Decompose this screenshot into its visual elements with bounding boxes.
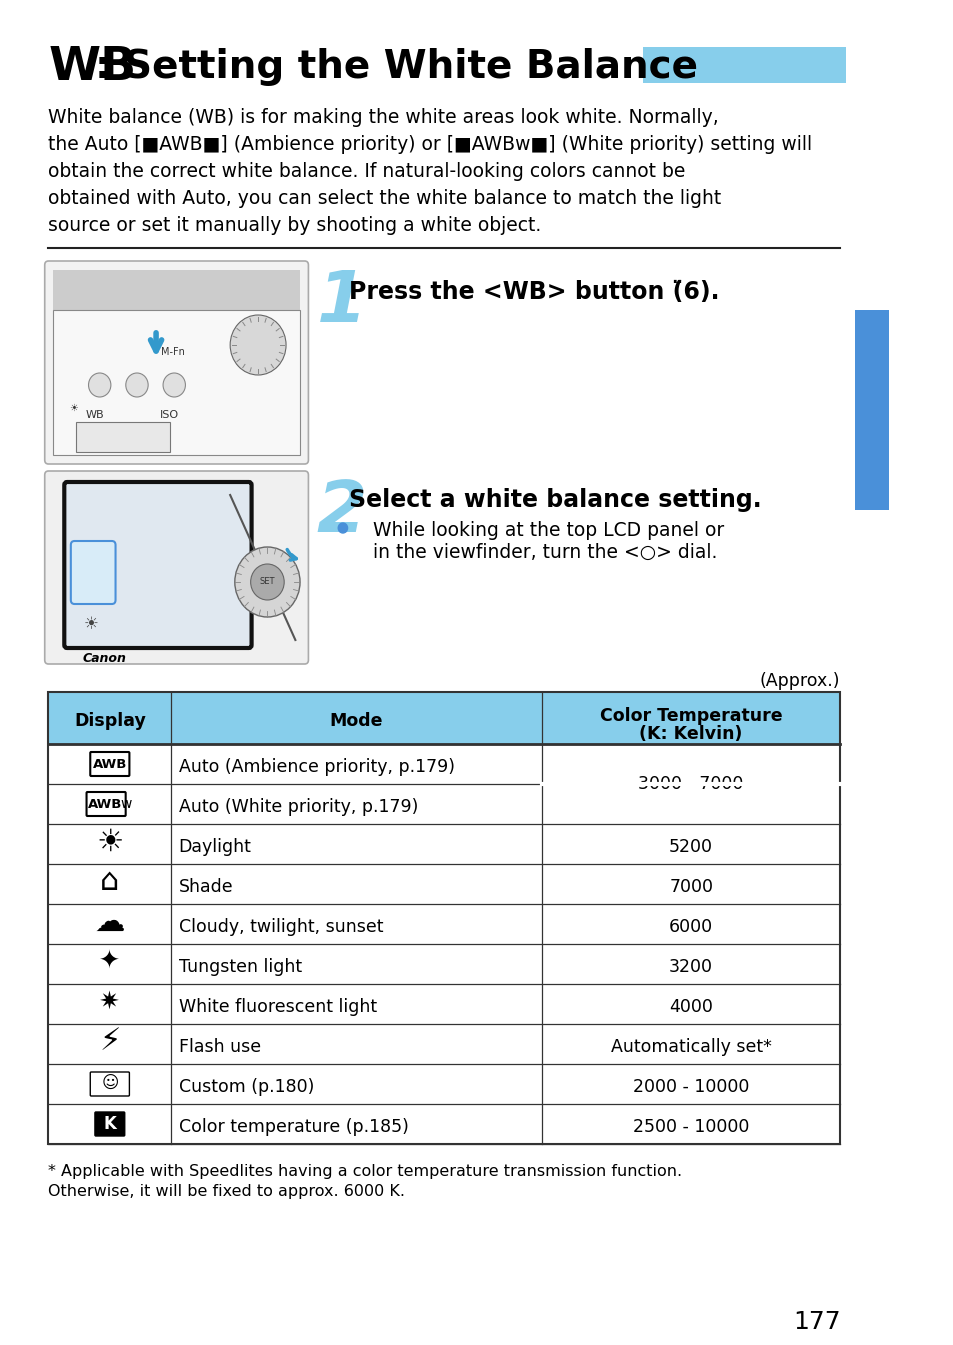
Bar — [49, 691, 840, 744]
Text: : Setting the White Balance: : Setting the White Balance — [95, 48, 698, 86]
Bar — [49, 784, 840, 824]
Bar — [49, 744, 840, 784]
Text: 5200: 5200 — [668, 838, 713, 855]
Text: ⚡: ⚡ — [99, 1028, 120, 1057]
Text: ☀: ☀ — [84, 615, 98, 633]
Text: WB: WB — [86, 410, 104, 420]
Bar — [855, 309, 888, 510]
Bar — [49, 691, 840, 1145]
Bar — [49, 1104, 840, 1145]
Bar — [49, 904, 840, 944]
Bar — [53, 309, 300, 455]
Text: Select a white balance setting.: Select a white balance setting. — [349, 488, 761, 512]
Circle shape — [163, 373, 185, 397]
Text: ☺: ☺ — [101, 1075, 118, 1092]
Text: obtain the correct white balance. If natural-looking colors cannot be: obtain the correct white balance. If nat… — [49, 161, 685, 182]
Text: 4000: 4000 — [669, 998, 712, 1015]
Circle shape — [89, 373, 111, 397]
Text: SET: SET — [259, 577, 274, 586]
Text: Custom (p.180): Custom (p.180) — [178, 1077, 314, 1096]
Text: 2000 - 10000: 2000 - 10000 — [633, 1077, 748, 1096]
Text: ✷: ✷ — [99, 990, 120, 1014]
Bar — [49, 1024, 840, 1064]
Text: in the viewfinder, turn the <○> dial.: in the viewfinder, turn the <○> dial. — [373, 543, 717, 562]
Circle shape — [234, 547, 300, 617]
Text: Auto (Ambience priority, p.179): Auto (Ambience priority, p.179) — [178, 759, 455, 776]
FancyBboxPatch shape — [87, 792, 126, 816]
FancyBboxPatch shape — [91, 1072, 130, 1096]
Text: Cloudy, twilight, sunset: Cloudy, twilight, sunset — [178, 919, 383, 936]
Text: obtained with Auto, you can select the white balance to match the light: obtained with Auto, you can select the w… — [49, 190, 721, 208]
Text: 177: 177 — [792, 1310, 840, 1334]
Bar — [49, 944, 840, 985]
Text: ⌂: ⌂ — [100, 868, 119, 897]
Text: 6000: 6000 — [668, 919, 713, 936]
Text: (K: Kelvin): (K: Kelvin) — [639, 725, 742, 742]
Text: w: w — [121, 798, 132, 811]
Text: ☀: ☀ — [69, 404, 77, 413]
Bar — [49, 863, 840, 904]
Text: Flash use: Flash use — [178, 1038, 260, 1056]
Bar — [76, 422, 170, 452]
FancyBboxPatch shape — [95, 1112, 125, 1137]
FancyBboxPatch shape — [45, 261, 308, 464]
Text: AWB: AWB — [88, 798, 122, 811]
Text: Daylight: Daylight — [178, 838, 252, 855]
Circle shape — [251, 564, 284, 600]
Text: source or set it manually by shooting a white object.: source or set it manually by shooting a … — [49, 217, 541, 235]
Text: Tungsten light: Tungsten light — [178, 958, 301, 976]
Text: 2500 - 10000: 2500 - 10000 — [633, 1118, 748, 1137]
Text: (Approx.): (Approx.) — [760, 672, 840, 690]
Text: Shade: Shade — [178, 878, 233, 896]
Circle shape — [126, 373, 148, 397]
Text: Display: Display — [73, 712, 146, 730]
Text: ☀: ☀ — [96, 827, 123, 857]
Text: 3000 - 7000: 3000 - 7000 — [638, 775, 743, 794]
Bar — [49, 985, 840, 1024]
Text: Mode: Mode — [330, 712, 383, 730]
Text: * Applicable with Speedlites having a color temperature transmission function.: * Applicable with Speedlites having a co… — [49, 1163, 681, 1180]
Text: Canon: Canon — [82, 652, 126, 664]
Text: the Auto [■AWB■] (Ambience priority) or [■AWBw■] (White priority) setting will: the Auto [■AWB■] (Ambience priority) or … — [49, 134, 812, 153]
Text: 2: 2 — [316, 477, 367, 547]
Text: White balance (WB) is for making the white areas look white. Normally,: White balance (WB) is for making the whi… — [49, 108, 719, 126]
Text: M-Fn: M-Fn — [160, 347, 185, 356]
Text: While looking at the top LCD panel or: While looking at the top LCD panel or — [373, 521, 723, 539]
Bar — [49, 1064, 840, 1104]
Text: WB: WB — [49, 44, 136, 90]
Bar — [49, 824, 840, 863]
Text: 7000: 7000 — [668, 878, 713, 896]
FancyBboxPatch shape — [91, 752, 130, 776]
Text: ISO: ISO — [160, 410, 179, 420]
FancyBboxPatch shape — [71, 541, 115, 604]
Text: AWB: AWB — [92, 757, 127, 771]
Text: Press the <WB> button (̈6).: Press the <WB> button (̈6). — [349, 280, 720, 304]
Bar — [642, 47, 845, 83]
Text: ☁: ☁ — [94, 908, 125, 936]
FancyBboxPatch shape — [64, 482, 252, 648]
Text: K: K — [103, 1115, 116, 1132]
Text: White fluorescent light: White fluorescent light — [178, 998, 376, 1015]
Text: Otherwise, it will be fixed to approx. 6000 K.: Otherwise, it will be fixed to approx. 6… — [49, 1184, 405, 1198]
Text: Color temperature (p.185): Color temperature (p.185) — [178, 1118, 408, 1137]
Circle shape — [230, 315, 286, 375]
Text: Automatically set*: Automatically set* — [610, 1038, 771, 1056]
Circle shape — [338, 523, 347, 533]
FancyBboxPatch shape — [45, 471, 308, 664]
Bar — [53, 270, 300, 309]
Text: 3200: 3200 — [668, 958, 713, 976]
Text: ✦: ✦ — [99, 950, 120, 974]
Text: 1: 1 — [316, 268, 367, 338]
Text: Color Temperature: Color Temperature — [599, 707, 781, 725]
Text: Auto (White priority, p.179): Auto (White priority, p.179) — [178, 798, 417, 816]
